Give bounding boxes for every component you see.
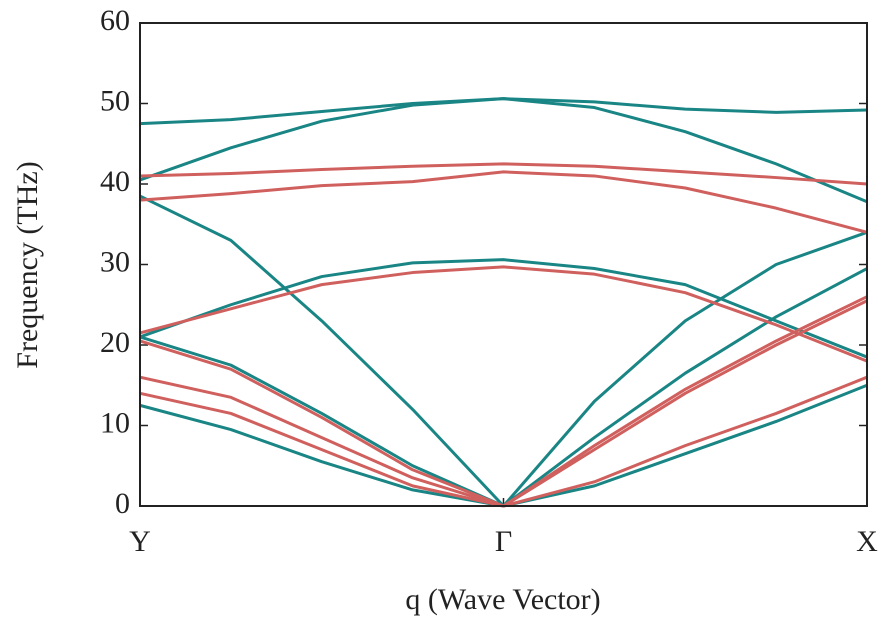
dispersion-line: [139, 383, 868, 508]
y-tick-label: 0: [115, 487, 130, 520]
dispersion-line: [139, 162, 868, 186]
y-tick-label: 50: [100, 84, 130, 117]
y-tick-label: 10: [100, 406, 130, 439]
dispersion-line: [139, 258, 868, 359]
x-tick-label: Y: [129, 525, 151, 558]
plot-frame: [139, 22, 868, 507]
dispersion-line: [139, 97, 868, 126]
dispersion-line: [139, 299, 868, 508]
y-tick-label: 30: [100, 245, 130, 278]
dispersion-line: [139, 97, 868, 204]
y-axis-label: Frequency (THz): [11, 161, 44, 368]
y-tick-label: 60: [100, 4, 130, 37]
x-axis-label: q (Wave Vector): [405, 583, 600, 616]
y-tick-label: 40: [100, 165, 130, 198]
dispersion-line: [139, 265, 868, 363]
y-tick-label: 20: [100, 326, 130, 359]
x-tick-label: Γ: [495, 525, 512, 558]
dispersion-line: [139, 170, 868, 234]
dispersion-line: [139, 375, 868, 508]
x-tick-label: X: [856, 525, 878, 558]
